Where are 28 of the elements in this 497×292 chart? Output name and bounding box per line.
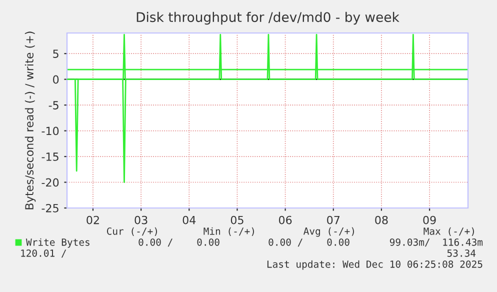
- x-tick-label: 08: [375, 216, 388, 224]
- y-tick-label: -10: [42, 126, 59, 136]
- x-tick-label: 02: [86, 216, 99, 224]
- chart-title: Disk throughput for /dev/md0 - by week: [136, 12, 400, 25]
- y-tick-label: -20: [42, 178, 59, 187]
- x-tick-label: 06: [278, 216, 292, 224]
- y-tick-label: 0: [53, 75, 59, 84]
- text: Avg (-/+): [304, 227, 354, 237]
- x-tick-label: 05: [230, 216, 244, 224]
- y-tick-label: -5: [48, 101, 58, 110]
- text: Max (-/+): [424, 227, 474, 236]
- x-tick-label: 07: [327, 216, 340, 224]
- text: Min (-/+): [204, 227, 254, 236]
- text: 0.00 / 0.00: [268, 238, 350, 247]
- y-tick-label: 5: [53, 50, 58, 58]
- x-tick-label: 03: [134, 216, 148, 224]
- x-tick-label: 09: [423, 216, 436, 224]
- text: 0.00 / 0.00: [138, 238, 220, 247]
- text: Last update: Wed Dec 10 06:25:08 2025: [267, 260, 482, 270]
- legend-label: Write Bytes: [26, 238, 90, 248]
- y-axis-title: Bytes/second read (-) / write (+): [24, 32, 36, 210]
- text: 53.34: [447, 249, 476, 257]
- y-tick-label: -25: [42, 204, 58, 212]
- text: 120.01 /: [21, 249, 66, 258]
- y-tick-label: -15: [42, 152, 58, 161]
- text: 99.03m/ 116.43m: [390, 238, 483, 247]
- x-tick-label: 04: [182, 216, 196, 224]
- text: Cur (-/+): [106, 227, 157, 236]
